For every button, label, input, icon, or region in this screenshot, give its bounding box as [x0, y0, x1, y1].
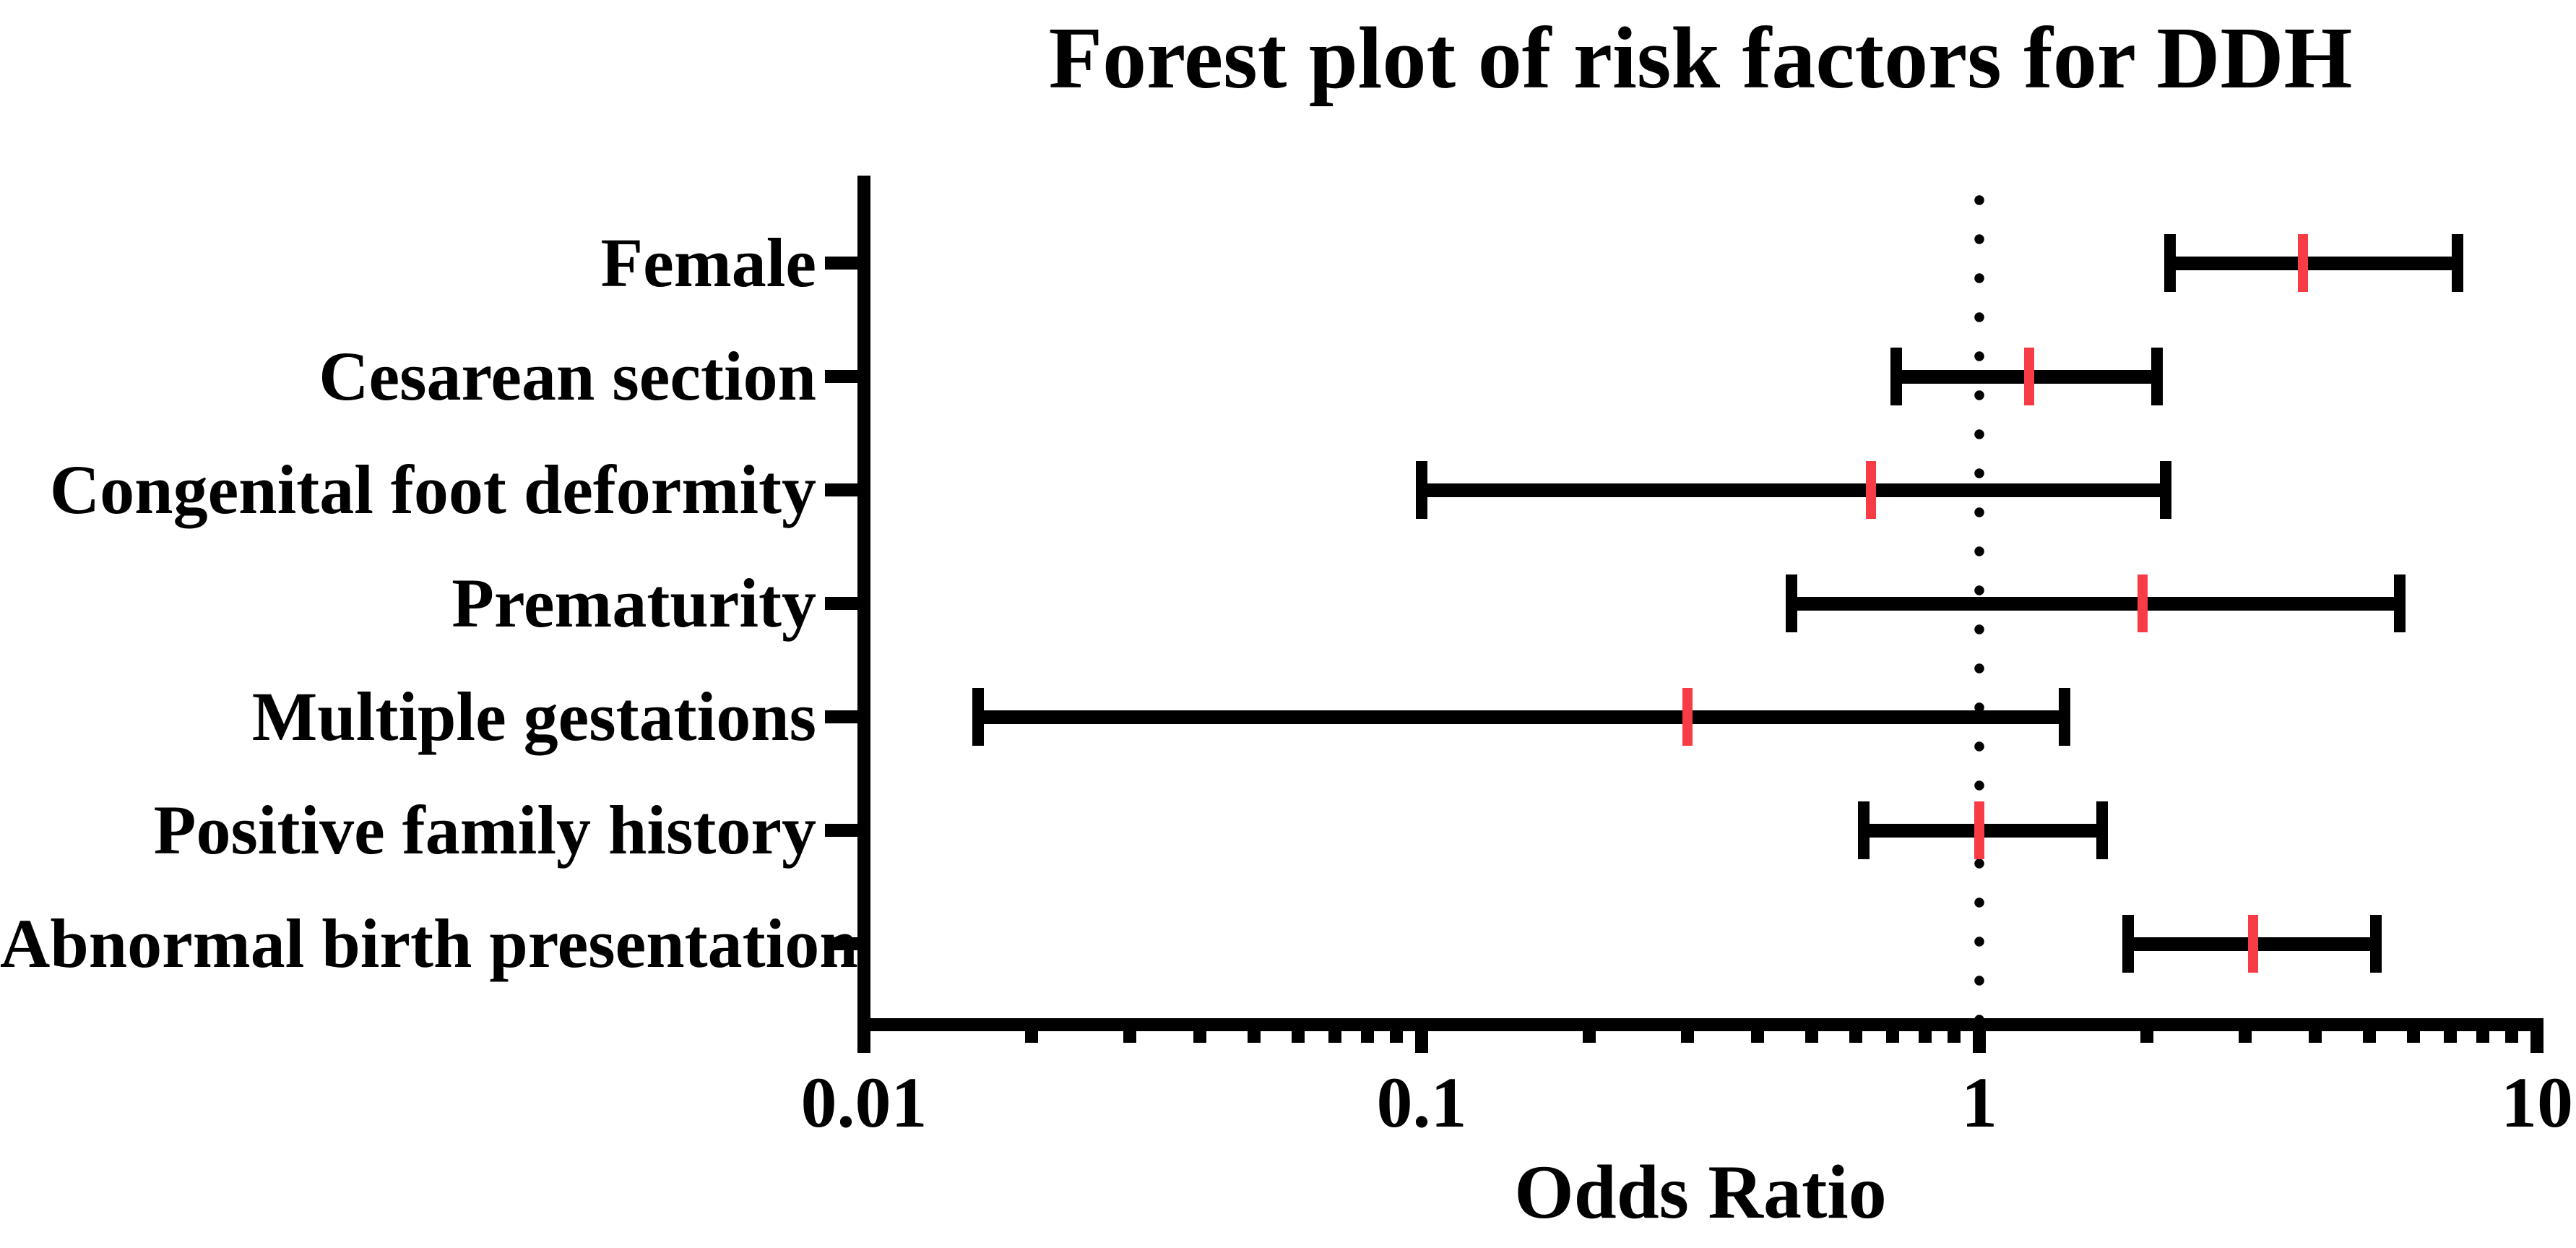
x-minor-tick	[1193, 1031, 1206, 1043]
category-label: Positive family history	[153, 791, 816, 869]
x-minor-tick	[1849, 1031, 1862, 1043]
or-point-marker	[2137, 574, 2148, 632]
x-minor-tick	[1389, 1031, 1403, 1043]
x-minor-tick	[1886, 1031, 1900, 1043]
x-minor-tick	[1025, 1031, 1039, 1043]
category-axis-tick	[825, 370, 857, 383]
ci-cap-left	[1785, 574, 1797, 632]
ci-cap-left	[1890, 348, 1903, 405]
or-point-marker	[1974, 801, 1984, 859]
x-minor-tick	[2406, 1031, 2420, 1043]
x-major-tick	[2530, 1031, 2543, 1053]
category-axis-tick	[825, 710, 857, 723]
or-point-marker	[2297, 234, 2308, 292]
ci-cap-left	[1857, 801, 1870, 859]
ci-cap-right	[2369, 915, 2382, 973]
ci-line	[1422, 483, 2166, 497]
x-minor-tick	[1291, 1031, 1305, 1043]
x-minor-tick	[1805, 1031, 1818, 1043]
category-label: Cesarean section	[319, 337, 816, 415]
category-axis-tick	[825, 257, 857, 270]
category-axis-tick	[825, 824, 857, 837]
ci-cap-left	[972, 688, 984, 746]
category-label: Abnormal birth presentation	[0, 905, 858, 982]
x-minor-tick	[1947, 1031, 1961, 1043]
category-axis-tick	[825, 597, 857, 610]
category-label: Female	[600, 224, 817, 301]
x-tick-label: 0.1	[1376, 1062, 1467, 1142]
category-label: Congenital foot deformity	[49, 451, 816, 528]
x-minor-tick	[1919, 1031, 1932, 1043]
x-minor-tick	[2308, 1031, 2322, 1043]
ci-line	[1791, 596, 2400, 611]
or-point-marker	[1682, 688, 1693, 746]
ci-cap-right	[2096, 801, 2108, 859]
x-minor-tick	[2140, 1031, 2154, 1043]
x-tick-label: 0.01	[800, 1062, 928, 1142]
x-minor-tick	[1328, 1031, 1342, 1043]
x-minor-tick	[2239, 1031, 2252, 1043]
category-axis-tick	[825, 937, 857, 950]
category-label: Prematurity	[451, 564, 816, 642]
x-major-tick	[857, 1031, 870, 1053]
or-point-marker	[2024, 348, 2035, 405]
x-minor-tick	[2504, 1031, 2518, 1043]
x-minor-tick	[1247, 1031, 1261, 1043]
x-minor-tick	[1583, 1031, 1596, 1043]
ci-cap-left	[2164, 234, 2177, 292]
category-axis-tick	[825, 483, 857, 496]
x-minor-tick	[2362, 1031, 2376, 1043]
x-minor-tick	[1123, 1031, 1137, 1043]
or-point-marker	[2248, 915, 2259, 973]
x-axis-label: Odds Ratio	[1514, 1150, 1887, 1234]
x-minor-tick	[1750, 1031, 1764, 1043]
ci-cap-right	[2160, 461, 2172, 519]
x-minor-tick	[2444, 1031, 2458, 1043]
ci-cap-right	[2058, 688, 2070, 746]
chart-title: Forest plot of risk factors for DDH	[1048, 9, 2353, 107]
ci-cap-left	[2122, 915, 2135, 973]
ci-line	[977, 710, 2065, 724]
ci-cap-right	[2151, 348, 2163, 405]
or-point-marker	[1866, 461, 1877, 519]
ci-line	[2170, 256, 2458, 270]
x-tick-label: 1	[1961, 1062, 1997, 1142]
x-axis-line	[857, 1018, 2543, 1031]
x-major-tick	[1973, 1031, 1986, 1053]
ci-cap-left	[1416, 461, 1427, 519]
y-axis-line	[857, 176, 870, 1053]
x-major-tick	[1415, 1031, 1428, 1053]
x-tick-label: 10	[2501, 1062, 2573, 1142]
ci-cap-right	[2451, 234, 2463, 292]
x-minor-tick	[2476, 1031, 2490, 1043]
x-minor-tick	[1361, 1031, 1375, 1043]
ci-cap-right	[2393, 574, 2406, 632]
category-label: Multiple gestations	[251, 678, 816, 755]
x-minor-tick	[1681, 1031, 1695, 1043]
